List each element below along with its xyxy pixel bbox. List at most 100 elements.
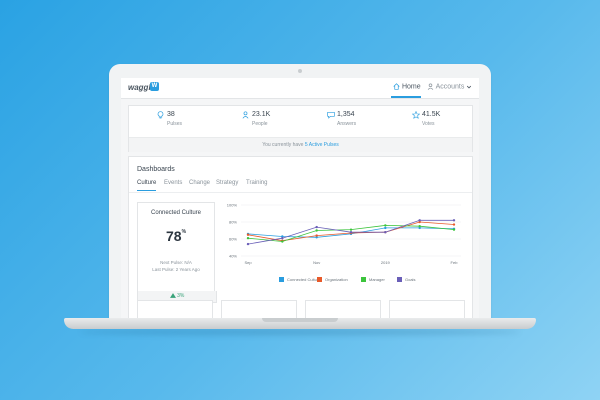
legend-item[interactable]: Manager <box>361 277 385 283</box>
legend-label: Connected Culture <box>287 277 321 282</box>
data-point <box>349 231 353 234</box>
laptop-lid: waggl W Home Accounts <box>109 64 491 322</box>
person-icon <box>242 111 249 119</box>
user-icon <box>427 83 434 90</box>
laptop-notch <box>262 318 338 322</box>
legend-label: Organization <box>325 277 348 282</box>
y-tick-label: 80% <box>229 220 237 225</box>
metric-value-number: 78 <box>165 228 182 244</box>
stat-votes[interactable]: 41.5K Votes <box>412 111 479 133</box>
data-point <box>418 220 421 224</box>
data-point <box>384 231 387 234</box>
metric-value: 78% <box>138 228 214 244</box>
stat-label: People <box>252 121 268 127</box>
data-point <box>315 236 318 239</box>
data-point <box>281 235 284 238</box>
active-pulses-note: You currently have 5 Active Pulses <box>129 137 472 152</box>
stat-label: Pulses <box>167 121 183 127</box>
trend-chart: 100% 80% 60% 40% Sep Nov 2019 Feb <box>227 203 461 265</box>
app-header: waggl W Home Accounts <box>121 78 479 99</box>
data-point <box>246 233 250 236</box>
chat-icon <box>327 112 335 119</box>
data-point <box>452 219 456 222</box>
data-point <box>246 242 250 246</box>
stat-answers[interactable]: 1,354 Answers <box>327 111 407 133</box>
tabs-divider <box>129 192 472 193</box>
data-point <box>281 236 284 240</box>
tab-change[interactable]: Change <box>189 180 211 186</box>
nav-home-label: Home <box>401 83 421 91</box>
data-point <box>384 224 387 227</box>
stat-value: 38 <box>167 111 175 118</box>
legend-label: Manager <box>369 277 385 282</box>
data-point <box>384 226 387 230</box>
laptop-base <box>64 318 536 329</box>
data-point <box>315 234 318 237</box>
legend-swatch <box>279 277 284 283</box>
dashboard-card-stub <box>305 300 381 318</box>
x-tick-label: 2019 <box>381 260 391 265</box>
stat-pulses[interactable]: 38 Pulses <box>157 111 237 133</box>
chevron-down-icon <box>467 85 472 88</box>
legend-item[interactable]: Goals <box>397 277 416 283</box>
stats-card: 38 Pulses 23.1K People 1,354 Answers <box>128 105 473 152</box>
data-point <box>315 229 318 232</box>
next-pulse: Next Pulse: N/A <box>160 260 192 265</box>
last-pulse: Last Pulse: 2 Years Ago <box>152 267 200 272</box>
x-tick-label: Nov <box>313 260 320 265</box>
note-text: You currently have <box>262 142 305 148</box>
camera-icon <box>298 69 302 73</box>
tab-active-indicator <box>137 190 156 191</box>
metric-unit: % <box>181 229 187 235</box>
stat-people[interactable]: 23.1K People <box>242 111 322 133</box>
nav-home[interactable]: Home <box>393 83 421 90</box>
app-logo[interactable]: waggl <box>128 83 151 92</box>
tab-culture[interactable]: Culture <box>137 180 157 186</box>
laptop-screen: waggl W Home Accounts <box>121 78 479 318</box>
legend-label: Goals <box>405 277 416 282</box>
dashboard-card-stub <box>389 300 465 318</box>
data-point <box>418 225 421 228</box>
y-tick-label: 60% <box>229 237 237 242</box>
data-point <box>418 226 421 230</box>
x-tick-label: Feb <box>451 260 459 265</box>
metric-change-value: 3% <box>177 293 185 299</box>
legend-swatch <box>397 277 402 283</box>
data-point <box>246 236 250 240</box>
data-point <box>452 223 456 226</box>
tab-strategy[interactable]: Strategy <box>216 180 239 186</box>
data-point <box>452 228 456 231</box>
active-pulses-link[interactable]: 5 Active Pulses <box>304 142 339 148</box>
tab-events[interactable]: Events <box>164 180 183 186</box>
stat-label: Answers <box>337 121 357 127</box>
dashboards-title: Dashboards <box>137 166 175 173</box>
legend-swatch <box>317 277 322 283</box>
data-point <box>281 240 284 243</box>
nav-accounts-label: Accounts <box>435 83 465 91</box>
metric-title: Connected Culture <box>150 210 202 216</box>
y-tick-label: 100% <box>227 203 238 208</box>
legend-swatch <box>361 277 366 283</box>
stat-value: 41.5K <box>422 111 441 118</box>
home-icon <box>393 83 400 90</box>
star-icon <box>412 111 420 119</box>
data-point <box>315 225 318 229</box>
logo-badge-icon: W <box>150 82 159 91</box>
data-point <box>418 219 421 222</box>
triangle-up-icon <box>169 293 176 299</box>
stat-value: 1,354 <box>337 111 355 118</box>
connected-culture-card[interactable]: Connected Culture 78% Next Pulse: N/A La… <box>137 202 215 292</box>
stat-label: Votes <box>422 121 435 127</box>
tab-training[interactable]: Training <box>246 180 268 186</box>
y-tick-label: 40% <box>229 254 237 259</box>
x-tick-label: Sep <box>244 260 252 265</box>
lightbulb-icon <box>157 111 164 119</box>
dashboard-card-stub <box>137 300 213 318</box>
legend-item[interactable]: Organization <box>317 277 348 283</box>
nav-active-indicator <box>391 96 421 98</box>
nav-accounts[interactable]: Accounts <box>427 83 472 90</box>
data-point <box>349 228 353 231</box>
legend-item[interactable]: Connected Culture <box>279 277 321 283</box>
dashboard-card-stub <box>221 300 297 318</box>
stat-value: 23.1K <box>252 111 271 118</box>
